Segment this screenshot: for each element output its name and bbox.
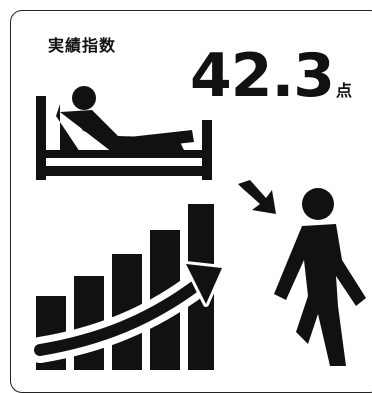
- score-value: 42.3: [190, 41, 335, 111]
- card-title: 実績指数: [48, 36, 117, 55]
- score-unit: 点: [336, 81, 353, 100]
- down-right-arrow-icon: [238, 180, 276, 214]
- rising-bar-chart-icon: [34, 204, 222, 370]
- score-display: 42.3 点: [190, 44, 352, 108]
- walking-person-icon: [274, 188, 366, 366]
- patient-in-bed-icon: [36, 86, 212, 180]
